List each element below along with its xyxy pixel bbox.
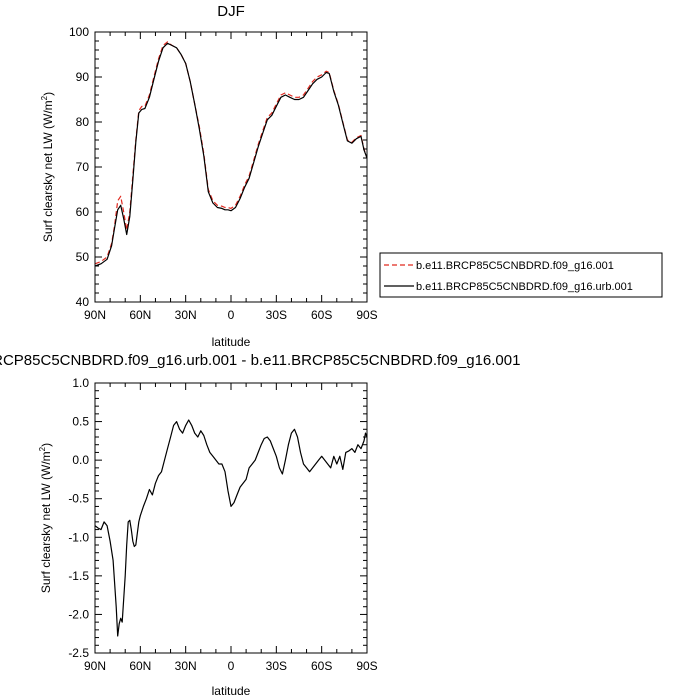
bottom-chart-x-tick-label: 90N <box>84 659 106 673</box>
bottom-chart-y-tick-label: 0.0 <box>72 453 89 467</box>
bottom-chart-y-tick-label: 1.0 <box>72 376 89 390</box>
top-chart-x-axis-label: latitude <box>212 335 251 349</box>
bottom-chart-x-tick-label: 60S <box>311 659 332 673</box>
bottom-chart-x-tick-label: 30S <box>266 659 287 673</box>
top-chart-y-tick-label: 60 <box>76 205 90 219</box>
top-chart-y-tick-label: 80 <box>76 115 90 129</box>
top-chart-y-tick-label: 50 <box>76 250 90 264</box>
bottom-chart-x-tick-label: 60N <box>129 659 151 673</box>
top-chart-series-line-1 <box>94 42 368 267</box>
bottom-chart-panel: b.e11.BRCP85C5CNBDRD.f09_g16.urb.001 - b… <box>0 352 520 698</box>
top-chart-y-axis-label: Surf clearsky net LW (W/m2) <box>40 92 55 242</box>
bottom-chart-title: b.e11.BRCP85C5CNBDRD.f09_g16.urb.001 - b… <box>0 352 520 369</box>
legend-entry-control: b.e11.BRCP85C5CNBDRD.f09_g16.001 <box>416 260 614 272</box>
top-chart-x-tick-label: 30S <box>266 308 287 322</box>
top-chart-y-tick-label: 40 <box>76 295 90 309</box>
bottom-chart-x-tick-label: 90S <box>356 659 377 673</box>
bottom-chart-y-axis-label: Surf clearsky net LW (W/m2) <box>38 443 53 593</box>
top-chart-x-tick-label: 60S <box>311 308 332 322</box>
bottom-chart-series-group <box>94 419 368 637</box>
bottom-chart-y-tick-label: -1.5 <box>68 569 89 583</box>
top-chart-x-tick-label: 90S <box>356 308 377 322</box>
bottom-chart-x-axis-label: latitude <box>212 684 251 698</box>
bottom-chart-x-tick-label: 0 <box>228 659 235 673</box>
top-chart-x-tick-label: 30N <box>175 308 197 322</box>
bottom-chart-plot-frame <box>94 382 368 654</box>
legend: b.e11.BRCP85C5CNBDRD.f09_g16.001 b.e11.B… <box>379 252 663 298</box>
bottom-chart-y-tick-label: -2.5 <box>68 646 89 660</box>
top-chart-y-tick-label: 90 <box>76 70 90 84</box>
bottom-chart-y-tick-label: -2.0 <box>68 607 89 621</box>
bottom-chart-y-tick-label: -0.5 <box>68 492 89 506</box>
bottom-chart-ticks: 90N 60N 30N 0 30S 60S 90S -2.5 -2.0 -1.5 -1.0 -0.5 0… <box>68 376 377 673</box>
legend-entry-urban: b.e11.BRCP85C5CNBDRD.f09_g16.urb.001 <box>416 281 633 293</box>
bottom-chart-series-line-0 <box>94 419 368 637</box>
bottom-chart-y-tick-label: -1.0 <box>68 530 89 544</box>
top-chart-panel: DJF 90N 60N 30N 0 30S 60S 90S 40 50 60 70 80 90 100 l… <box>40 3 378 349</box>
top-chart-x-tick-label: 60N <box>129 308 151 322</box>
bottom-chart-x-tick-label: 30N <box>175 659 197 673</box>
top-chart-ticks: 90N 60N 30N 0 30S 60S 90S 40 50 60 70 80 90 100 <box>69 25 378 322</box>
top-chart-title: DJF <box>217 3 245 20</box>
top-chart-x-tick-label: 0 <box>228 308 235 322</box>
top-chart-y-tick-label: 100 <box>69 25 89 39</box>
bottom-chart-y-tick-label: 0.5 <box>72 415 89 429</box>
top-chart-x-tick-label: 90N <box>84 308 106 322</box>
top-chart-series-group <box>94 41 368 267</box>
top-chart-y-tick-label: 70 <box>76 160 90 174</box>
top-chart-series-line-0 <box>94 41 368 265</box>
legend-box <box>379 252 663 298</box>
